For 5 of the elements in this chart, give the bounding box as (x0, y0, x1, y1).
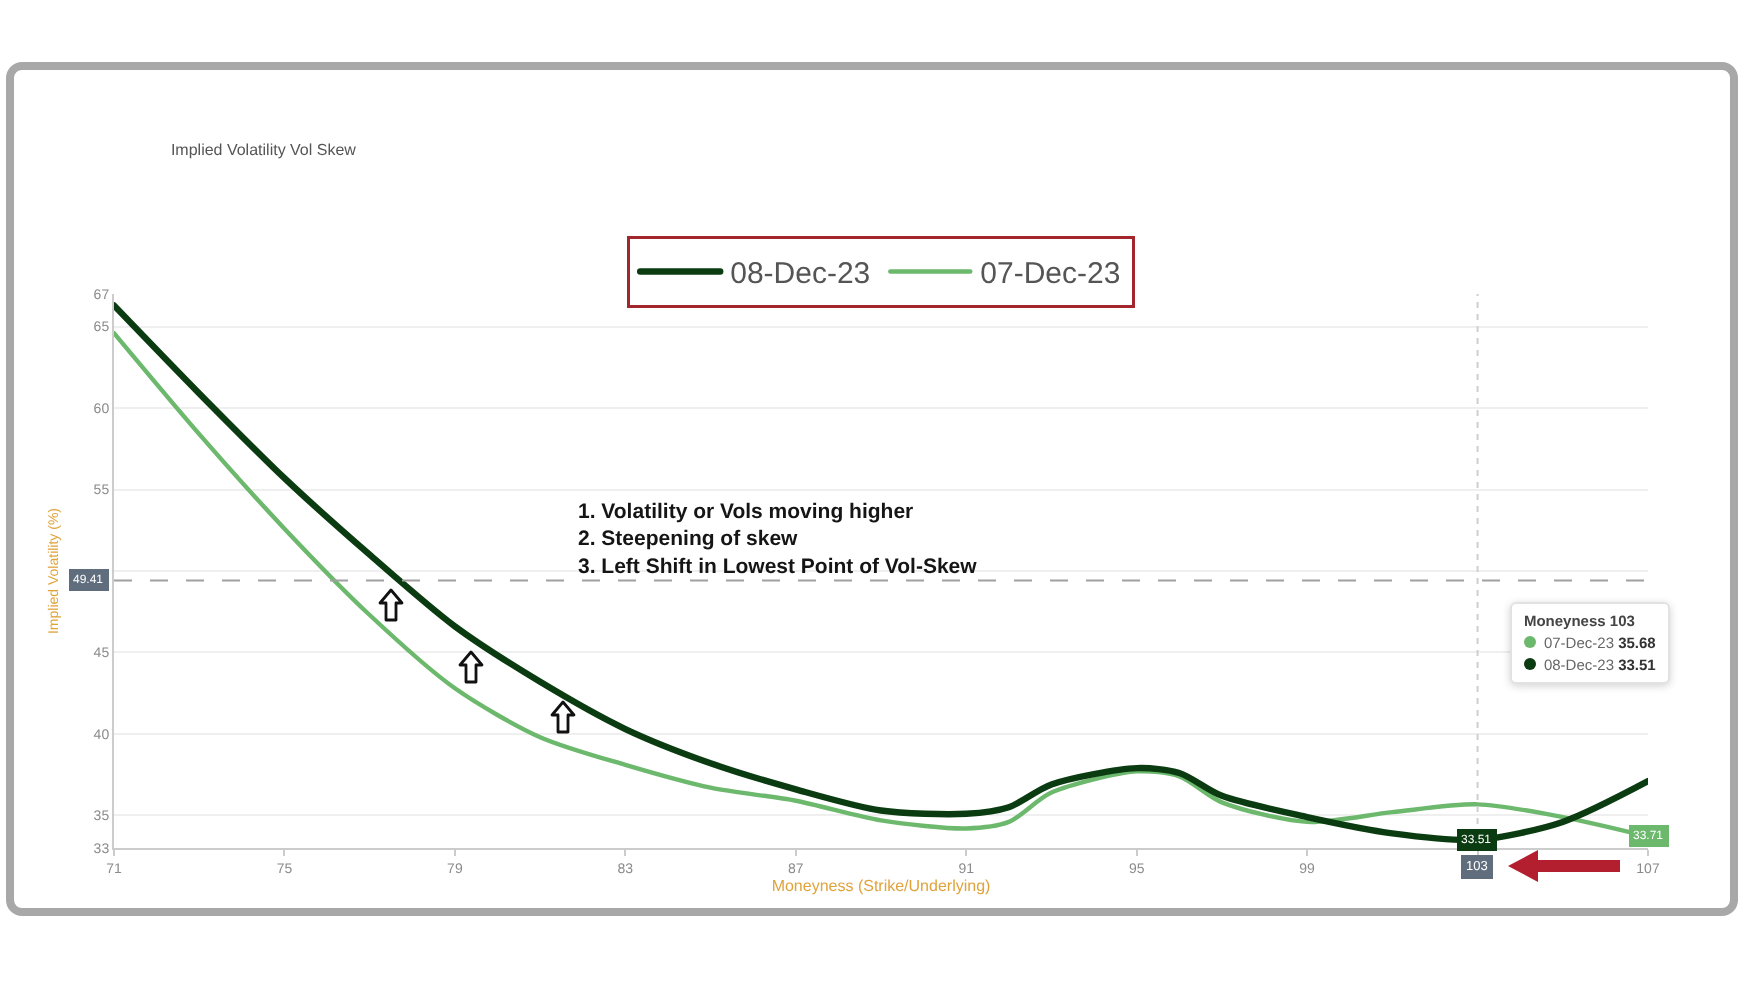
legend-label: 07-Dec-23 (980, 257, 1121, 292)
chart-title: Implied Volatility Vol Skew (170, 140, 357, 159)
annotation: 1. Volatility or Vols moving higher 2. Steepening of skew 3. Left Shift in Lowest Point of Vol-Skew (578, 500, 979, 579)
legend-label: 08-Dec-23 (730, 257, 871, 292)
x-axis-title: Moneyness (Strike/Underlying) (771, 877, 992, 895)
